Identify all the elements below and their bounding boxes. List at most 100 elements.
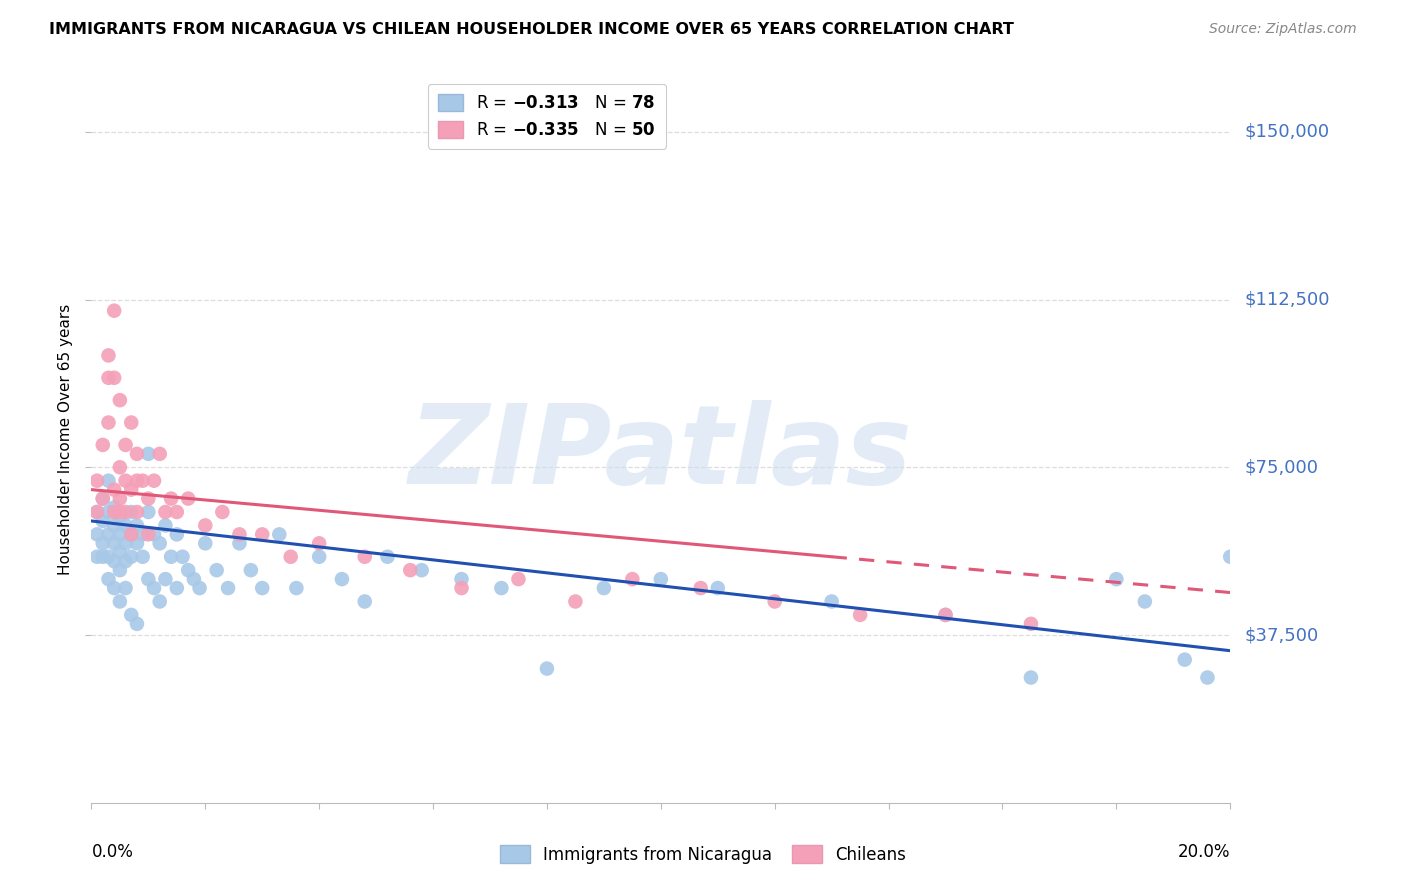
Point: [763, 594, 786, 608]
Point: [1197, 671, 1219, 685]
Point: [508, 572, 530, 586]
Point: [97, 348, 120, 362]
Point: [108, 491, 131, 506]
Point: [280, 549, 302, 564]
Point: [217, 581, 239, 595]
Point: [131, 527, 153, 541]
Point: [103, 518, 125, 533]
Point: [114, 581, 136, 595]
Point: [353, 594, 375, 608]
Point: [91, 491, 114, 506]
Point: [108, 505, 131, 519]
Point: [97, 474, 120, 488]
Point: [239, 563, 262, 577]
Point: [91, 491, 114, 506]
Y-axis label: Householder Income Over 65 years: Householder Income Over 65 years: [58, 303, 73, 575]
Point: [450, 581, 472, 595]
Point: [1174, 653, 1197, 667]
Point: [308, 536, 330, 550]
Point: [120, 549, 142, 564]
Point: [120, 505, 142, 519]
Point: [194, 518, 217, 533]
Point: [250, 581, 273, 595]
Point: [160, 549, 183, 564]
Point: [131, 549, 153, 564]
Point: [103, 505, 125, 519]
Text: $150,000: $150,000: [1244, 123, 1329, 141]
Point: [143, 581, 166, 595]
Point: [125, 616, 148, 631]
Point: [97, 371, 120, 385]
Point: [269, 527, 291, 541]
Point: [131, 474, 153, 488]
Point: [97, 549, 120, 564]
Point: [103, 554, 125, 568]
Point: [103, 536, 125, 550]
Point: [138, 527, 160, 541]
Point: [114, 474, 136, 488]
Point: [120, 483, 142, 497]
Text: ZIPatlas: ZIPatlas: [409, 401, 912, 508]
Point: [450, 572, 472, 586]
Point: [125, 518, 148, 533]
Point: [103, 303, 125, 318]
Point: [706, 581, 728, 595]
Point: [108, 393, 131, 408]
Point: [103, 371, 125, 385]
Point: [91, 438, 114, 452]
Point: [155, 518, 177, 533]
Point: [91, 514, 114, 528]
Point: [1133, 594, 1156, 608]
Point: [114, 518, 136, 533]
Point: [250, 527, 273, 541]
Point: [166, 581, 188, 595]
Point: [120, 607, 142, 622]
Text: $112,500: $112,500: [1244, 291, 1330, 309]
Point: [689, 581, 711, 595]
Point: [143, 474, 166, 488]
Point: [1019, 616, 1042, 631]
Point: [125, 505, 148, 519]
Point: [114, 554, 136, 568]
Point: [86, 549, 108, 564]
Point: [285, 581, 308, 595]
Point: [86, 505, 108, 519]
Point: [149, 447, 172, 461]
Point: [536, 662, 558, 676]
Point: [308, 549, 330, 564]
Point: [149, 536, 172, 550]
Point: [138, 447, 160, 461]
Point: [353, 549, 375, 564]
Point: [91, 549, 114, 564]
Point: [114, 536, 136, 550]
Point: [155, 505, 177, 519]
Point: [166, 527, 188, 541]
Point: [1219, 549, 1241, 564]
Point: [188, 581, 211, 595]
Point: [172, 549, 194, 564]
Point: [97, 416, 120, 430]
Text: 20.0%: 20.0%: [1178, 843, 1230, 861]
Point: [330, 572, 353, 586]
Point: [205, 563, 228, 577]
Point: [125, 536, 148, 550]
Point: [160, 491, 183, 506]
Point: [114, 505, 136, 519]
Point: [934, 607, 956, 622]
Point: [166, 505, 188, 519]
Point: [97, 527, 120, 541]
Legend: R = $\mathbf{-0.313}$   N = $\mathbf{78}$, R = $\mathbf{-0.335}$   N = $\mathbf{: R = $\mathbf{-0.313}$ N = $\mathbf{78}$,…: [427, 84, 666, 149]
Point: [177, 491, 200, 506]
Text: IMMIGRANTS FROM NICARAGUA VS CHILEAN HOUSEHOLDER INCOME OVER 65 YEARS CORRELATIO: IMMIGRANTS FROM NICARAGUA VS CHILEAN HOU…: [49, 22, 1014, 37]
Point: [103, 581, 125, 595]
Point: [108, 594, 131, 608]
Text: 0.0%: 0.0%: [91, 843, 134, 861]
Point: [120, 527, 142, 541]
Point: [108, 460, 131, 475]
Text: $75,000: $75,000: [1244, 458, 1319, 476]
Point: [138, 572, 160, 586]
Point: [411, 563, 433, 577]
Point: [103, 483, 125, 497]
Point: [228, 536, 250, 550]
Text: Source: ZipAtlas.com: Source: ZipAtlas.com: [1209, 22, 1357, 37]
